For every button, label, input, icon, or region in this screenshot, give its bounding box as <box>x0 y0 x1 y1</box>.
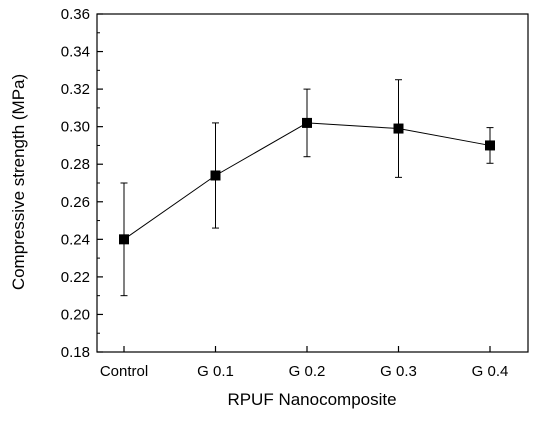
y-tick-label: 0.24 <box>61 231 90 248</box>
x-tick-label: Control <box>100 363 148 380</box>
x-tick-label: G 0.1 <box>197 363 234 380</box>
data-point-marker <box>393 123 404 134</box>
data-series <box>119 79 495 297</box>
y-tick-label: 0.22 <box>61 269 90 286</box>
ticks: 0.18 0.20 0.22 0.24 0.26 0.28 0.30 0.32 0.34 0.36… <box>61 6 509 380</box>
data-point-marker <box>119 234 129 245</box>
data-point-marker <box>302 117 312 128</box>
data-point-marker <box>210 170 221 181</box>
x-axis-title: RPUF Nanocomposite <box>227 390 396 409</box>
y-tick-label: 0.32 <box>61 81 90 98</box>
y-tick-label: 0.18 <box>61 344 90 361</box>
y-axis-title: Compressive strength (MPa) <box>9 74 28 290</box>
x-tick-label: G 0.2 <box>289 363 326 380</box>
plot-frame <box>96 13 529 353</box>
y-tick-label: 0.20 <box>61 306 90 323</box>
y-tick-label: 0.28 <box>61 156 90 173</box>
y-tick-label: 0.34 <box>61 44 90 61</box>
x-tick-label: G 0.3 <box>380 363 417 380</box>
data-point-marker <box>485 140 495 151</box>
y-tick-label: 0.36 <box>61 6 90 23</box>
axes <box>96 13 529 353</box>
y-tick-label: 0.26 <box>61 194 90 211</box>
y-tick-label: 0.30 <box>61 119 90 136</box>
x-tick-label: G 0.4 <box>472 363 509 380</box>
